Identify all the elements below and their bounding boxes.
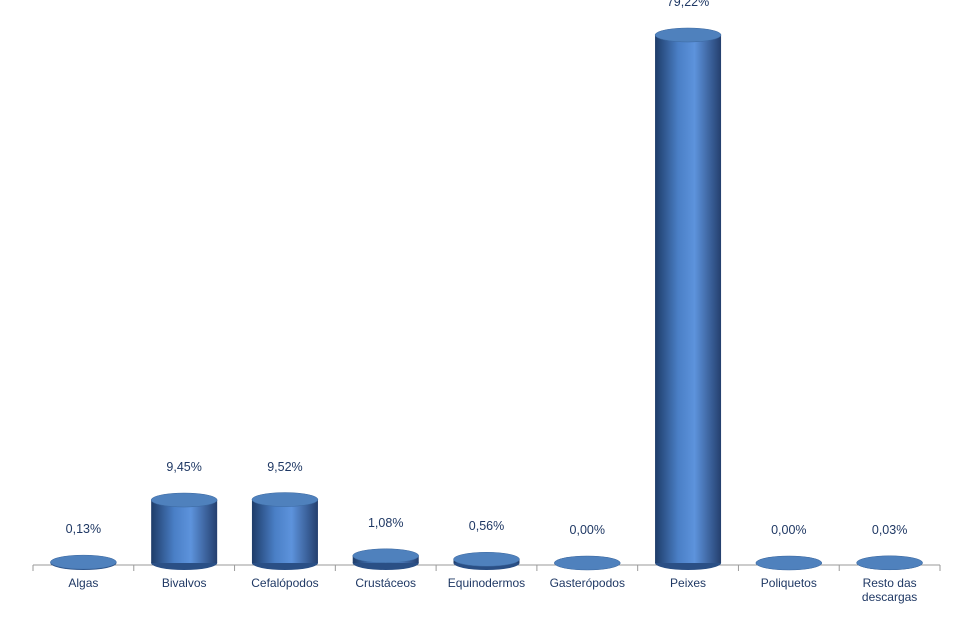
- bar-top: [554, 555, 621, 571]
- x-tick-label: Crustáceos: [355, 576, 417, 590]
- value-label: 0,13%: [65, 522, 102, 537]
- x-tick-label: Algas: [68, 576, 99, 590]
- bar-top: [251, 492, 319, 507]
- x-tick-label: Cefalópodos: [251, 576, 319, 590]
- value-label: 0,00%: [771, 523, 807, 537]
- bar-top: [654, 27, 722, 43]
- x-tick-label: Equinodermos: [447, 576, 526, 590]
- bar-top: [50, 554, 117, 570]
- x-tick-label: Bivalvos: [161, 576, 207, 590]
- value-label: 1,08%: [367, 515, 404, 530]
- x-tick-label: Resto das descargas: [861, 576, 918, 604]
- value-label: 79,22%: [666, 0, 710, 9]
- bar-top: [856, 555, 923, 571]
- bar: [151, 500, 218, 563]
- value-label: 0,56%: [468, 519, 505, 534]
- bar-top: [150, 492, 218, 508]
- value-label: 0,03%: [871, 522, 908, 537]
- x-tick-label: Peixes: [670, 576, 707, 590]
- bar: [655, 34, 722, 563]
- value-label: 9,52%: [267, 459, 303, 474]
- value-label: 9,45%: [166, 460, 202, 475]
- x-tick-label: Poliquetos: [760, 576, 817, 590]
- bar-top: [352, 548, 419, 564]
- x-tick-label: Gasterópodos: [549, 576, 625, 590]
- bar: [251, 499, 318, 563]
- bar-top: [755, 555, 823, 571]
- value-label: 0,00%: [569, 523, 605, 537]
- bar-top: [453, 552, 520, 567]
